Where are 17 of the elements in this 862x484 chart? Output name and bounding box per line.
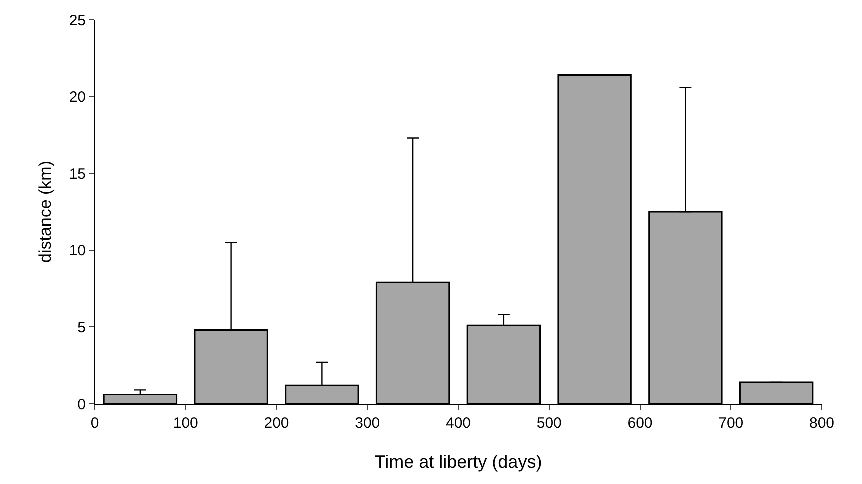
y-axis-title: distance (km) (36, 160, 55, 264)
y-tick-label: 10 (69, 242, 86, 260)
x-tick-label: 600 (628, 415, 653, 432)
x-tick-label: 0 (90, 415, 100, 432)
y-tick-label: 0 (78, 396, 86, 414)
y-tick-label: 25 (69, 12, 86, 30)
x-tick-label: 400 (446, 415, 472, 432)
x-tick-label: 100 (173, 415, 198, 432)
y-tick-label: 5 (78, 319, 86, 336)
x-tick-label: 200 (264, 415, 290, 432)
x-axis-title: Time at liberty (days) (374, 452, 542, 472)
x-tick-label: 500 (536, 415, 562, 432)
x-tick-label: 700 (718, 415, 744, 432)
y-tick-label: 15 (69, 166, 86, 183)
x-tick-label: 300 (355, 415, 380, 432)
x-tick-label: 800 (809, 415, 835, 432)
y-tick-label: 20 (69, 89, 86, 106)
